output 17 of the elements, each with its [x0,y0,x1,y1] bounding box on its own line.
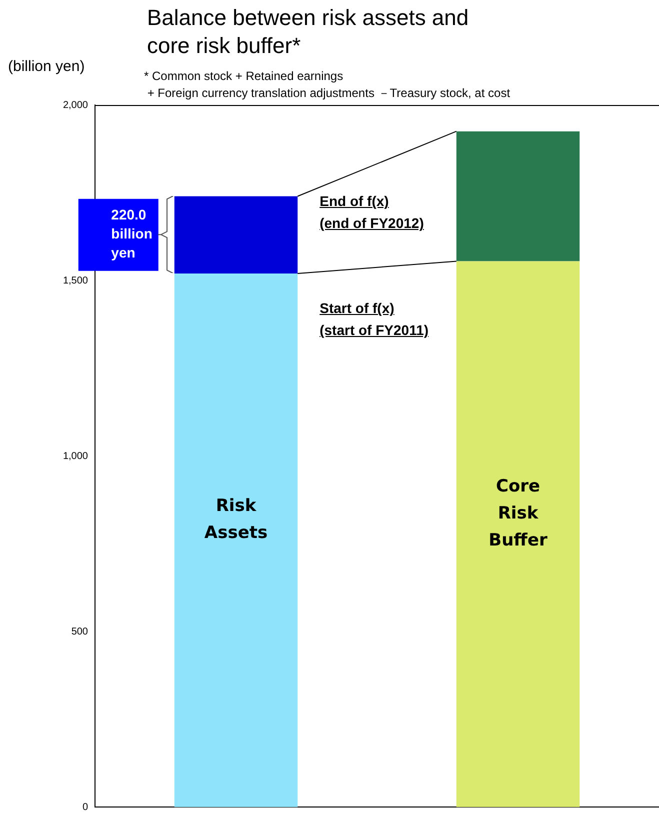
x-tick-label: Core Risk Buffer [488,476,548,551]
bar [456,261,580,807]
chart-subtitle: * Common stock + Retained earnings + Foreign currency translation adjustments －Treasury stock, at cost [144,68,510,102]
x-tick-label: Risk Assets [204,496,268,544]
annotation: 220.0 billion yen [111,206,152,261]
series-label: End of f(x) (end of FY2012) [320,192,424,234]
series-label: Start of f(x) (start of FY2011) [320,299,429,340]
y-tick-label: 500 [71,626,88,638]
bar [174,273,298,807]
y-tick-label: 1,000 [62,450,88,462]
y-axis-title: (billion yen) [8,58,85,75]
y-tick-label: 0 [82,802,88,813]
bar [456,131,580,262]
chart-title: Balance between risk assets and core risk buffer* [147,4,469,60]
bar [174,196,298,274]
y-tick-label: 1,500 [62,275,88,286]
y-tick-label: 2,000 [62,100,88,111]
